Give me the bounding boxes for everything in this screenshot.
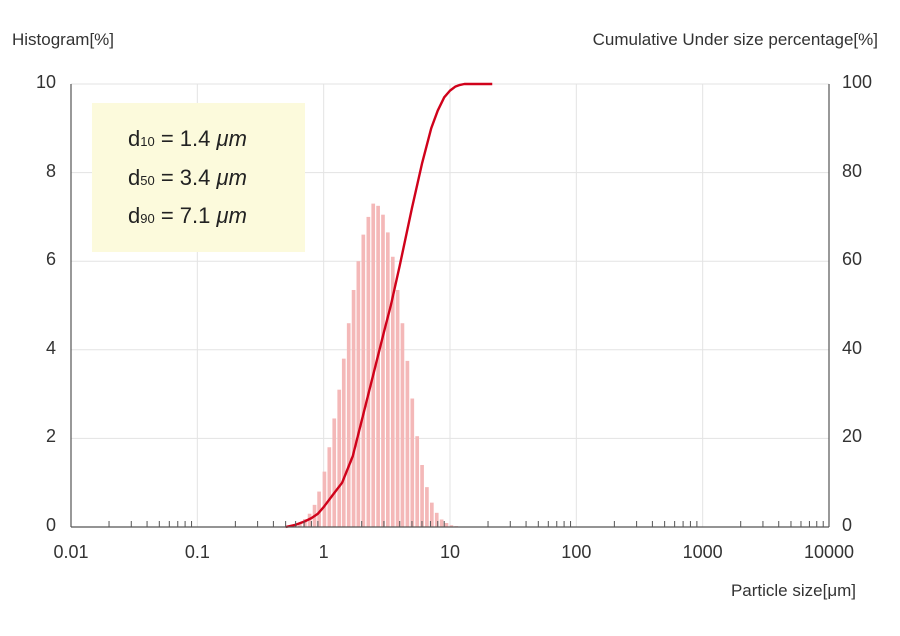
histogram-bar	[390, 256, 395, 527]
d50-sub: 50	[140, 173, 155, 188]
x-tick-label: 100	[561, 542, 592, 562]
d90-label: d	[128, 203, 141, 228]
x-tick-label: 10	[439, 542, 461, 562]
y-left-tick-label: 10	[35, 72, 56, 92]
histogram-bar	[376, 205, 380, 527]
cumulative-curve-group	[285, 82, 493, 529]
d50-eq: =	[154, 165, 180, 190]
d90-eq: =	[154, 203, 180, 228]
histogram-bar	[332, 418, 337, 527]
d90-unit: μm	[216, 203, 247, 228]
d50-label: d	[128, 165, 141, 190]
left-axis-label: Histogram[%]	[12, 30, 115, 49]
x-tick-label: 10000	[803, 542, 855, 562]
histogram-bar	[385, 232, 390, 527]
histogram-bar	[371, 203, 376, 528]
y-left-tick-label: 6	[45, 249, 56, 270]
y-right-tick-label: 60	[842, 249, 863, 270]
d90-value: 7.1	[179, 203, 211, 228]
histogram-bar	[430, 502, 434, 527]
histogram-bar	[298, 522, 302, 527]
d90-annotation: d90 = 7.1 μm	[128, 203, 247, 229]
histogram-bar	[327, 447, 332, 527]
histogram-bar	[434, 512, 439, 527]
d10-sub: 10	[140, 134, 155, 149]
percentile-annotation-box: d10 = 1.4 μm d50 = 3.4 μm d90 = 7.1 μm	[92, 103, 305, 252]
cumulative-curve	[285, 82, 493, 529]
y-right-tick-label: 100	[842, 72, 873, 92]
y-left-tick-label: 2	[45, 426, 56, 447]
x-tick-label: 0.1	[184, 542, 210, 562]
histogram-bar	[366, 216, 371, 527]
histogram-bar	[317, 491, 321, 527]
histogram-bar	[356, 261, 361, 527]
x-axis-label: Particle size[μm]	[730, 581, 856, 600]
d50-annotation: d50 = 3.4 μm	[128, 165, 247, 191]
histogram-bar	[346, 323, 351, 527]
y-left-tick-label: 0	[45, 515, 56, 535]
histogram-bar	[361, 234, 366, 527]
d50-unit: μm	[216, 165, 247, 190]
d10-label: d	[128, 126, 141, 151]
right-axis-label: Cumulative Under size percentage[%]	[592, 30, 878, 49]
d10-eq: =	[154, 126, 180, 151]
histogram-bar	[395, 289, 400, 527]
histogram-bars	[293, 203, 463, 528]
minor-ticks	[108, 521, 824, 527]
histogram-bar	[322, 471, 327, 527]
histogram-bar	[303, 519, 307, 527]
histogram-bar	[351, 289, 356, 527]
histogram-bar	[425, 487, 429, 527]
histogram-bar	[449, 525, 454, 527]
histogram-bar	[337, 389, 342, 527]
histogram-bar	[444, 523, 449, 527]
histogram-bar	[420, 464, 424, 527]
d10-unit: μm	[216, 126, 247, 151]
y-right-tick-label: 0	[842, 515, 853, 535]
x-tick-label: 1	[318, 542, 329, 562]
histogram-bar	[405, 360, 410, 527]
histogram-bar	[381, 214, 385, 527]
histogram-bar	[341, 358, 346, 527]
d50-value: 3.4	[179, 165, 211, 190]
histogram-bar	[415, 436, 420, 527]
y-left-tick-label: 8	[45, 160, 56, 181]
y-right-tick-label: 20	[842, 426, 863, 447]
x-tick-label: 1000	[682, 542, 723, 562]
d10-value: 1.4	[179, 126, 211, 151]
x-tick-label: 0.01	[53, 542, 89, 562]
d10-annotation: d10 = 1.4 μm	[128, 126, 247, 152]
d90-sub: 90	[140, 211, 155, 226]
histogram-bar	[400, 323, 405, 527]
y-right-tick-label: 80	[842, 160, 863, 181]
y-right-tick-label: 40	[842, 337, 863, 358]
histogram-bar	[439, 519, 444, 527]
y-left-tick-label: 4	[45, 337, 56, 358]
histogram-bar	[410, 398, 415, 527]
plot-frame	[70, 84, 830, 528]
